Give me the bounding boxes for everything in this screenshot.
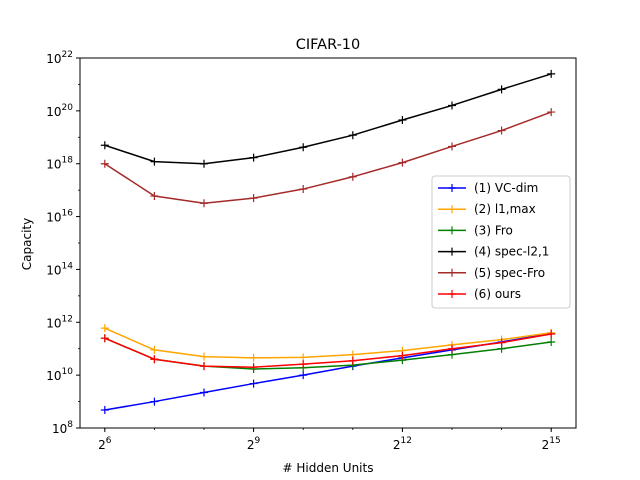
data-point — [150, 397, 159, 406]
y-tick-label: 1016 — [46, 209, 73, 225]
legend-marker — [448, 247, 456, 256]
data-point — [497, 338, 506, 347]
data-point — [150, 345, 159, 354]
y-tick-label: 1010 — [46, 367, 73, 383]
data-point — [150, 157, 159, 166]
x-tick-label: 212 — [393, 436, 412, 452]
legend-label: (1) VC-dim — [474, 181, 538, 195]
data-point — [100, 324, 109, 333]
legend-label: (6) ours — [474, 287, 521, 301]
axis-ticks: 26 29 212 215 108 1010 1012 1014 1016 1018 1020 102… — [46, 50, 560, 452]
data-point — [200, 352, 209, 361]
data-point — [398, 116, 407, 125]
data-point — [448, 101, 457, 110]
legend-marker — [448, 205, 456, 214]
data-point — [348, 356, 357, 365]
y-tick-label: 1022 — [46, 50, 73, 66]
data-point — [299, 185, 308, 194]
data-point — [348, 172, 357, 181]
legend-box — [431, 175, 571, 309]
x-tick-label: 26 — [98, 436, 112, 452]
legend: (1) VC-dim (2) l1,max (3) Fro (4) spec-l2,1… — [431, 175, 571, 309]
series-line — [104, 111, 552, 204]
data-point — [249, 194, 258, 203]
data-point — [497, 126, 506, 135]
legend-entry: (6) ours — [438, 287, 521, 301]
plot-frame — [79, 57, 577, 429]
data-point — [547, 108, 556, 117]
legend-entry: (1) VC-dim — [438, 181, 538, 195]
series-5 — [100, 108, 556, 208]
x-tick-label: 215 — [542, 436, 561, 452]
data-point — [100, 405, 109, 414]
data-point — [448, 344, 457, 353]
legend-marker — [448, 184, 456, 192]
data-point — [299, 143, 308, 152]
legend-label: (3) Fro — [474, 223, 513, 237]
y-tick-label: 1020 — [46, 103, 73, 119]
data-point — [200, 159, 209, 168]
y-tick-label: 1018 — [46, 156, 73, 172]
legend-entry: (4) spec-l2,1 — [438, 245, 549, 259]
data-point — [299, 353, 308, 362]
data-point — [299, 360, 308, 369]
data-point — [249, 363, 258, 372]
y-tick-label: 1014 — [46, 261, 73, 277]
legend-marker — [448, 268, 456, 277]
legend-marker — [448, 290, 456, 298]
series-layer — [100, 69, 556, 414]
legend-entry: (3) Fro — [438, 223, 513, 237]
data-point — [547, 330, 556, 339]
data-point — [299, 371, 308, 380]
data-point — [100, 141, 109, 150]
legend-entry: (2) l1,max — [438, 202, 536, 216]
data-point — [150, 192, 159, 201]
data-point — [249, 379, 258, 388]
legend-entry: (5) spec-Fro — [438, 266, 545, 280]
legend-label: (5) spec-Fro — [474, 266, 545, 280]
series-2 — [100, 324, 556, 362]
data-point — [249, 353, 258, 362]
series-3 — [100, 334, 556, 374]
y-tick-label: 108 — [52, 420, 73, 436]
x-tick-label: 29 — [247, 436, 261, 452]
chart-title: CIFAR-10 — [296, 37, 361, 53]
data-point — [200, 362, 209, 371]
y-axis-label: Capacity — [20, 218, 34, 270]
data-point — [100, 334, 109, 343]
data-point — [547, 337, 556, 346]
legend-marker — [448, 226, 456, 235]
series-4 — [100, 69, 556, 168]
data-point — [100, 159, 109, 168]
legend-label: (4) spec-l2,1 — [474, 245, 549, 259]
y-tick-label: 1012 — [46, 314, 73, 330]
data-point — [398, 158, 407, 167]
data-point — [448, 142, 457, 151]
data-point — [150, 355, 159, 364]
series-line — [104, 73, 552, 165]
x-axis-label: # Hidden Units — [283, 461, 374, 475]
data-point — [398, 351, 407, 360]
data-point — [547, 69, 556, 78]
data-point — [200, 199, 209, 208]
data-point — [497, 85, 506, 94]
series-line — [104, 333, 552, 368]
series-line — [104, 327, 552, 359]
data-point — [200, 388, 209, 397]
data-point — [348, 131, 357, 140]
series-1 — [100, 329, 556, 414]
series-6 — [100, 330, 556, 372]
legend-label: (2) l1,max — [474, 202, 536, 216]
data-point — [249, 153, 258, 162]
series-line — [104, 337, 552, 370]
